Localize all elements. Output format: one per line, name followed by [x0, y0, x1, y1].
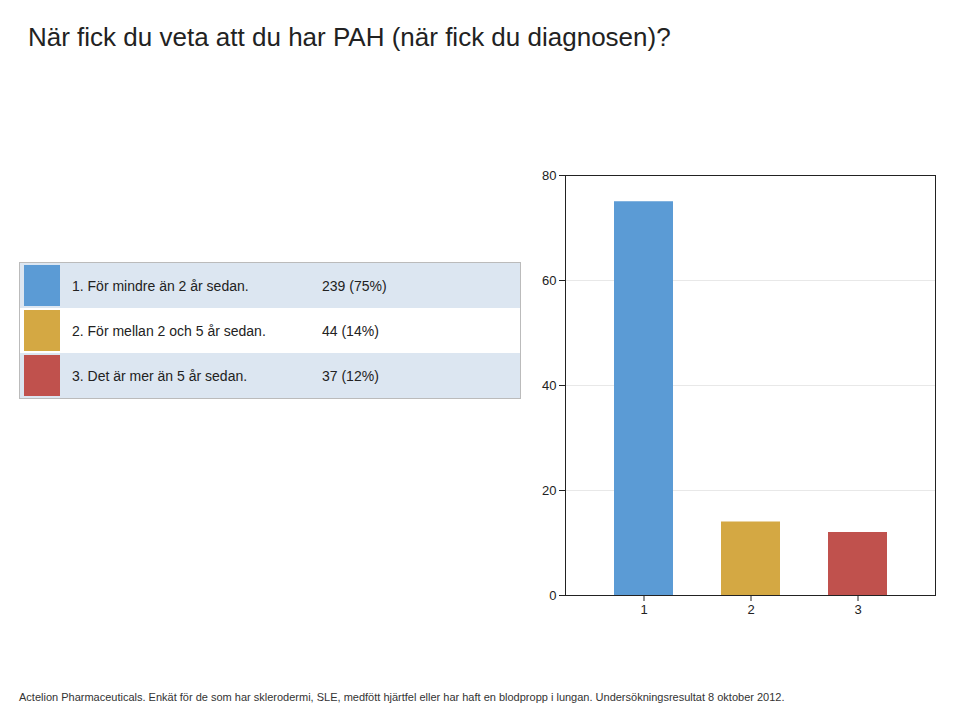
svg-text:2: 2 — [747, 602, 754, 617]
svg-text:3: 3 — [854, 602, 861, 617]
html-text:3. Det är mer än 5 år sedan.: 3. Det är mer än 5 år sedan. — [72, 367, 248, 384]
html-text:Actelion Pharmaceuticals. Enkä: Actelion Pharmaceuticals. Enkät för de s… — [19, 691, 785, 703]
svg-text:0: 0 — [549, 588, 556, 603]
html-text:37 (12%): 37 (12%) — [322, 367, 379, 384]
svg-text:1: 1 — [640, 602, 647, 617]
svg-text:80: 80 — [542, 168, 556, 183]
svg-text:20: 20 — [542, 483, 556, 498]
html-text:44 (14%): 44 (14%) — [322, 322, 379, 339]
html-text:239 (75%): 239 (75%) — [322, 277, 387, 294]
html-text:När fick du veta att du har PA: När fick du veta att du har PAH (när fic… — [28, 22, 671, 52]
html-text:2. För mellan 2 och 5 år sedan: 2. För mellan 2 och 5 år sedan. — [72, 322, 266, 339]
svg-text:40: 40 — [542, 378, 556, 393]
svg-text:60: 60 — [542, 273, 556, 288]
html-text:1. För mindre än 2 år sedan.: 1. För mindre än 2 år sedan. — [72, 277, 249, 294]
